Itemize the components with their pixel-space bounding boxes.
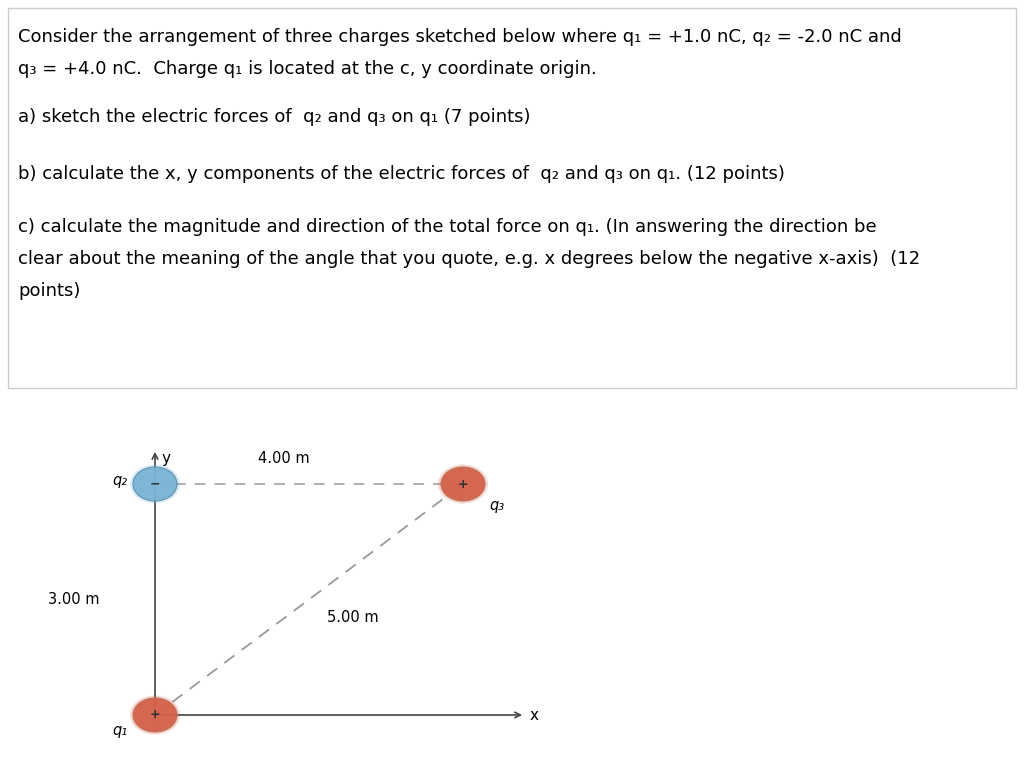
Text: x: x [530, 708, 539, 722]
Ellipse shape [130, 465, 180, 504]
Text: 4.00 m: 4.00 m [258, 451, 310, 466]
Text: q₁: q₁ [112, 723, 127, 738]
Text: −: − [150, 477, 160, 490]
Ellipse shape [133, 467, 177, 501]
Text: y: y [161, 451, 170, 466]
Text: q₃ = +4.0 nC.  Charge q₁ is located at the c, y coordinate origin.: q₃ = +4.0 nC. Charge q₁ is located at th… [18, 60, 597, 78]
Text: b) calculate the x, y components of the electric forces of  q₂ and q₃ on q₁. (12: b) calculate the x, y components of the … [18, 165, 784, 183]
Ellipse shape [438, 465, 488, 504]
Ellipse shape [441, 467, 485, 501]
Text: Consider the arrangement of three charges sketched below where q₁ = +1.0 nC, q₂ : Consider the arrangement of three charge… [18, 28, 902, 46]
Text: q₂: q₂ [112, 473, 127, 488]
Ellipse shape [133, 698, 177, 732]
Text: c) calculate the magnitude and direction of the total force on q₁. (In answering: c) calculate the magnitude and direction… [18, 218, 877, 236]
Ellipse shape [130, 696, 180, 734]
Text: points): points) [18, 282, 80, 300]
Text: +: + [150, 708, 161, 722]
Text: 5.00 m: 5.00 m [327, 609, 379, 625]
Text: 3.00 m: 3.00 m [48, 592, 100, 607]
Text: q₃: q₃ [489, 498, 504, 513]
Text: a) sketch the electric forces of  q₂ and q₃ on q₁ (7 points): a) sketch the electric forces of q₂ and … [18, 108, 530, 126]
Text: +: + [458, 477, 468, 490]
Text: clear about the meaning of the angle that you quote, e.g. x degrees below the ne: clear about the meaning of the angle tha… [18, 250, 921, 268]
